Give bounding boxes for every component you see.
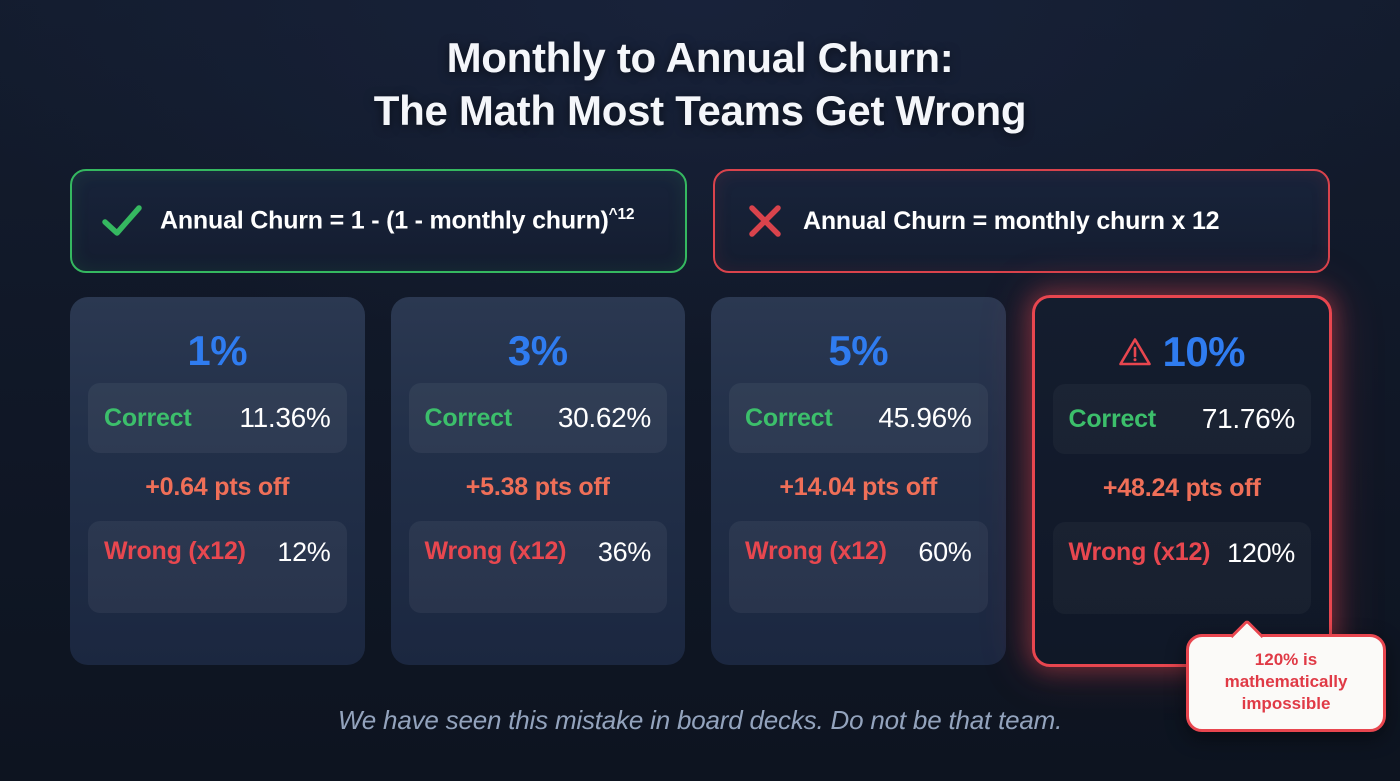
churn-card-list: 1% Correct 11.36% +0.64 pts off Wrong (x… <box>70 295 1332 667</box>
formula-correct-exponent: ^12 <box>608 206 635 224</box>
card-2-wrong-value: 36% <box>597 537 651 567</box>
card-2-wrong-label: Wrong (x12) <box>424 537 567 565</box>
card-1-wrong-label: Wrong (x12) <box>104 537 246 565</box>
card-2-header: 3% <box>409 319 668 383</box>
churn-card-4-alert: 10% Correct 71.76% +48.24 pts off Wrong … <box>1031 295 1332 667</box>
footer-caption: We have seen this mistake in board decks… <box>337 705 1063 735</box>
card-3-delta: +14.04 pts off <box>779 472 938 501</box>
card-4-correct-value: 71.76% <box>1201 403 1295 434</box>
card-2-correct-label: Correct <box>424 403 513 432</box>
churn-card-2: 3% Correct 30.62% +5.38 pts off Wrong (x… <box>390 297 685 665</box>
card-4-correct-row: Correct 71.76% <box>1053 384 1312 454</box>
callout-line-2: mathematically <box>1224 672 1348 692</box>
cross-icon <box>741 197 789 245</box>
page-title-line-1: Monthly to Annual Churn: <box>446 34 954 81</box>
churn-card-1: 1% Correct 11.36% +0.64 pts off Wrong (x… <box>70 297 365 665</box>
card-1-monthly-churn: 1% <box>187 327 248 374</box>
page-title: Monthly to Annual Churn: The Math Most T… <box>0 32 1400 137</box>
card-1-correct-row: Correct 11.36% <box>88 383 347 453</box>
card-4-wrong-row: Wrong (x12) 120% <box>1053 522 1312 614</box>
card-2-monthly-churn: 3% <box>507 327 568 374</box>
callout-line-1: 120% is <box>1254 650 1318 669</box>
card-1-header: 1% <box>88 319 347 383</box>
card-2-correct-value: 30.62% <box>557 402 651 433</box>
card-4-monthly-churn: 10% <box>1162 328 1246 375</box>
card-4-header: 10% <box>1053 320 1312 384</box>
card-4-delta: +48.24 pts off <box>1102 473 1261 502</box>
card-3-monthly-churn: 5% <box>828 327 889 374</box>
formula-correct-text: Annual Churn = 1 - (1 - monthly churn)^1… <box>160 206 635 235</box>
check-icon <box>98 197 146 245</box>
card-3-wrong-row: Wrong (x12) 60% <box>729 521 988 613</box>
callout-line-3: impossible <box>1241 694 1331 714</box>
card-1-correct-label: Correct <box>104 403 192 432</box>
card-4-correct-label: Correct <box>1068 404 1157 433</box>
card-3-correct-value: 45.96% <box>878 402 972 433</box>
card-4-wrong-value: 120% <box>1227 538 1295 568</box>
callout-text: 120% is mathematically impossible <box>1199 649 1373 715</box>
card-3-wrong-value: 60% <box>918 537 972 567</box>
formula-wrong-banner: Annual Churn = monthly churn x 12 <box>713 169 1330 273</box>
formula-correct-banner: Annual Churn = 1 - (1 - monthly churn)^1… <box>70 169 687 273</box>
card-1-wrong-value: 12% <box>277 537 331 567</box>
card-1-delta: +0.64 pts off <box>145 472 290 501</box>
card-2-delta: +5.38 pts off <box>465 472 610 501</box>
card-2-correct-row: Correct 30.62% <box>408 383 667 453</box>
card-1-wrong-row: Wrong (x12) 12% <box>88 521 347 613</box>
card-4-wrong-label: Wrong (x12) <box>1068 538 1211 566</box>
formula-correct-body: Annual Churn = 1 - (1 - monthly churn) <box>160 206 609 235</box>
card-3-correct-row: Correct 45.96% <box>729 383 988 453</box>
card-1-correct-value: 11.36% <box>239 402 331 433</box>
card-2-wrong-row: Wrong (x12) 36% <box>408 521 667 613</box>
card-3-header: 5% <box>729 319 988 383</box>
page-title-line-2: The Math Most Teams Get Wrong <box>373 86 1027 134</box>
card-3-correct-label: Correct <box>745 403 833 432</box>
formula-wrong-text: Annual Churn = monthly churn x 12 <box>803 206 1220 235</box>
impossible-callout: 120% is mathematically impossible <box>1186 619 1386 733</box>
formula-banners: Annual Churn = 1 - (1 - monthly churn)^1… <box>70 169 1330 273</box>
warning-triangle-icon <box>1118 335 1152 369</box>
churn-card-3: 5% Correct 45.96% +14.04 pts off Wrong (… <box>711 297 1006 665</box>
card-3-wrong-label: Wrong (x12) <box>745 537 887 565</box>
